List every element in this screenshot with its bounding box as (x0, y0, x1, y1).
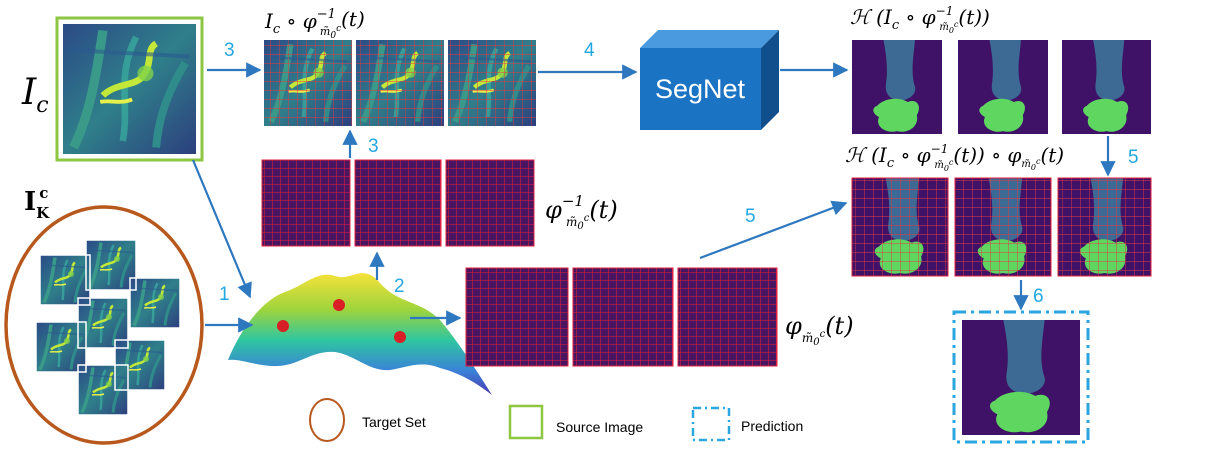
source-image (55, 16, 204, 162)
formula-forward: φm̃0c(t) (785, 312, 854, 348)
latent-point (394, 331, 406, 343)
segnet-label: SegNet (655, 74, 746, 104)
source-label: Ic (21, 72, 49, 118)
step-3-mid: 3 (368, 136, 379, 157)
target-label: IKc (24, 184, 50, 222)
step-6: 6 (1033, 286, 1044, 307)
segmentations-row (852, 40, 1151, 134)
latent-point (277, 320, 289, 332)
step-5-right: 5 (1128, 147, 1139, 168)
legend: Target Set Source Image Prediction (309, 398, 803, 442)
step-5-left: 5 (745, 206, 756, 227)
step-2: 2 (394, 276, 405, 297)
target-set-ellipse (4, 205, 204, 445)
legend-prediction-label: Prediction (741, 418, 803, 434)
formula-inverse: φ−1 m̃0c(t) (545, 192, 618, 232)
warped-images-row (264, 40, 536, 126)
arrow-source-to-surface (191, 159, 252, 299)
inverse-grids-row (261, 159, 535, 247)
latent-surface (228, 273, 492, 395)
latent-point (333, 299, 345, 311)
segnet-box: SegNet (640, 30, 779, 130)
formula-seg: ℋ (Ic ∘ φ−1 m̃0c(t)) (850, 4, 990, 35)
step-4: 4 (584, 40, 595, 61)
formula-warped: Ic ∘ φ−1 m̃0c(t) (264, 7, 365, 41)
segmentations-back-row (851, 177, 1152, 277)
forward-grids-row (465, 267, 778, 367)
arrow-forward-to-segback (699, 200, 848, 260)
legend-source-image-icon (508, 404, 544, 440)
step-1: 1 (219, 284, 230, 305)
step-3-top: 3 (224, 40, 235, 61)
formula-seg-back: ℋ (Ic ∘ φ−1 m̃0c(t)) ∘ φm̃0c(t) (845, 142, 1064, 173)
legend-source-image-label: Source Image (556, 419, 643, 435)
prediction-image (952, 310, 1090, 444)
legend-prediction-icon (691, 406, 731, 442)
legend-target-set-icon (309, 398, 345, 442)
arrows (191, 62, 1116, 333)
legend-target-set-label: Target Set (362, 414, 426, 430)
target-set-images (35, 239, 181, 416)
